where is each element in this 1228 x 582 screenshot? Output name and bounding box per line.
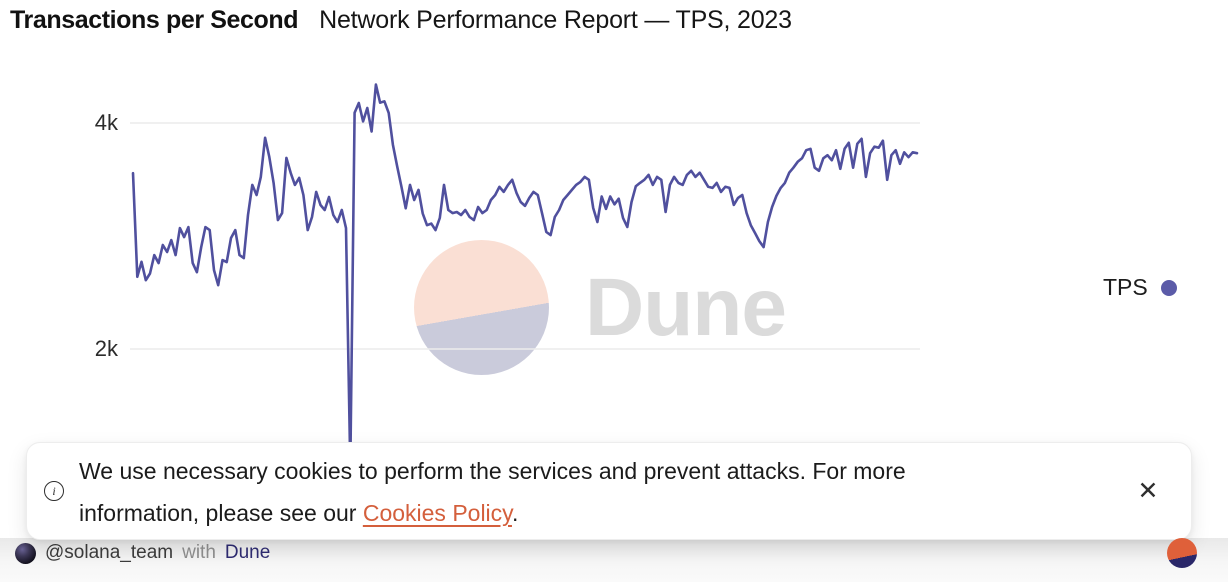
tps-line-plot[interactable]	[130, 70, 920, 442]
dune-watermark-logo-icon	[414, 240, 549, 375]
y-axis-tick-4k: 4k	[94, 110, 118, 135]
footer-dune-link[interactable]: Dune	[224, 542, 271, 563]
info-icon: i	[44, 481, 64, 501]
legend-dot-icon	[1160, 279, 1177, 296]
chart-subtitle: Network Performance Report — TPS, 2023	[319, 6, 792, 34]
author-handle[interactable]: @solana_team	[45, 542, 174, 563]
y-axis-tick-2k: 2k	[94, 336, 118, 361]
legend-label: TPS	[1103, 274, 1148, 300]
cookie-text-period: .	[511, 500, 519, 526]
embed-footer: @solana_team with Dune	[0, 538, 1228, 582]
dune-watermark-text: Dune	[585, 261, 787, 353]
cookie-text-line1: We use necessary cookies to perform the …	[79, 458, 906, 484]
dune-logo-icon[interactable]	[1167, 538, 1197, 568]
cookie-banner: i We use necessary cookies to perform th…	[26, 442, 1192, 540]
close-icon[interactable]: ✕	[1133, 476, 1163, 506]
cookies-policy-link[interactable]: Cookies Policy	[362, 500, 512, 526]
cookie-text-line2: information, please see our	[79, 500, 363, 526]
chart-header: Transactions per Second Network Performan…	[10, 6, 792, 35]
footer-connector: with	[182, 542, 216, 563]
author-avatar[interactable]	[15, 542, 36, 564]
dune-watermark: Dune	[414, 240, 787, 375]
chart-title: Transactions per Second	[10, 6, 299, 34]
legend-item-tps[interactable]: TPS	[1103, 274, 1177, 301]
cookie-banner-text: We use necessary cookies to perform the …	[79, 450, 1109, 534]
